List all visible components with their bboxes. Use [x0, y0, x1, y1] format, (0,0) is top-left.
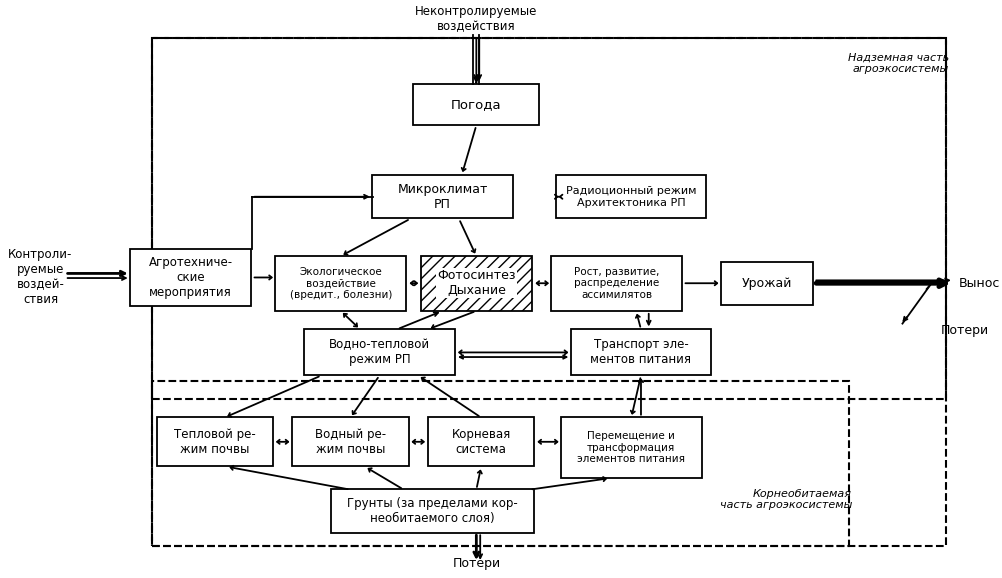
- Bar: [151, 381, 849, 546]
- Text: Радиоционный режим
Архитектоника РП: Радиоционный режим Архитектоника РП: [565, 186, 695, 208]
- Text: Тепловой ре-
жим почвы: Тепловой ре- жим почвы: [173, 428, 256, 456]
- Bar: [720, 262, 812, 305]
- Text: Неконтролируемые
воздействия: Неконтролируемые воздействия: [415, 5, 537, 33]
- Text: Потери: Потери: [452, 557, 500, 570]
- Text: Погода: Погода: [451, 98, 501, 111]
- Text: Корневая
система: Корневая система: [451, 428, 510, 456]
- Bar: [560, 417, 700, 478]
- Bar: [551, 256, 681, 310]
- Text: Транспорт эле-
ментов питания: Транспорт эле- ментов питания: [590, 339, 690, 366]
- Bar: [151, 38, 945, 399]
- Bar: [151, 38, 945, 546]
- Bar: [420, 256, 531, 310]
- Bar: [428, 417, 534, 466]
- Text: Урожай: Урожай: [740, 277, 792, 290]
- Bar: [156, 417, 273, 466]
- Text: Экологическое
воздействие
(вредит., болезни): Экологическое воздействие (вредит., боле…: [290, 266, 392, 300]
- Text: Надземная часть
агроэкосистемы: Надземная часть агроэкосистемы: [847, 52, 948, 74]
- Text: Контроли-
руемые
воздей-
ствия: Контроли- руемые воздей- ствия: [8, 249, 72, 306]
- Text: Водный ре-
жим почвы: Водный ре- жим почвы: [315, 428, 386, 456]
- Text: Перемещение и
трансформация
элементов питания: Перемещение и трансформация элементов пи…: [577, 431, 684, 464]
- Text: Корнеобитаемая
часть агроэкосистемы: Корнеобитаемая часть агроэкосистемы: [719, 488, 852, 510]
- Bar: [292, 417, 408, 466]
- Bar: [372, 175, 512, 218]
- Bar: [331, 490, 534, 532]
- Text: Вынос: Вынос: [958, 277, 999, 290]
- Text: Рост, развитие,
распределение
ассимилятов: Рост, развитие, распределение ассимилято…: [573, 266, 658, 300]
- Bar: [276, 256, 406, 310]
- Bar: [556, 175, 705, 218]
- Bar: [305, 329, 454, 376]
- Bar: [413, 84, 539, 125]
- Text: Грунты (за пределами кор-
необитаемого слоя): Грунты (за пределами кор- необитаемого с…: [347, 497, 518, 525]
- Bar: [130, 249, 250, 306]
- Text: Фотосинтез
Дыхание: Фотосинтез Дыхание: [437, 269, 515, 297]
- Text: Водно-тепловой
режим РП: Водно-тепловой режим РП: [329, 339, 430, 366]
- Text: Агротехниче-
ские
мероприятия: Агротехниче- ские мероприятия: [148, 256, 232, 299]
- Text: Потери: Потери: [940, 324, 988, 337]
- Bar: [570, 329, 710, 376]
- Text: Микроклимат
РП: Микроклимат РП: [397, 183, 487, 211]
